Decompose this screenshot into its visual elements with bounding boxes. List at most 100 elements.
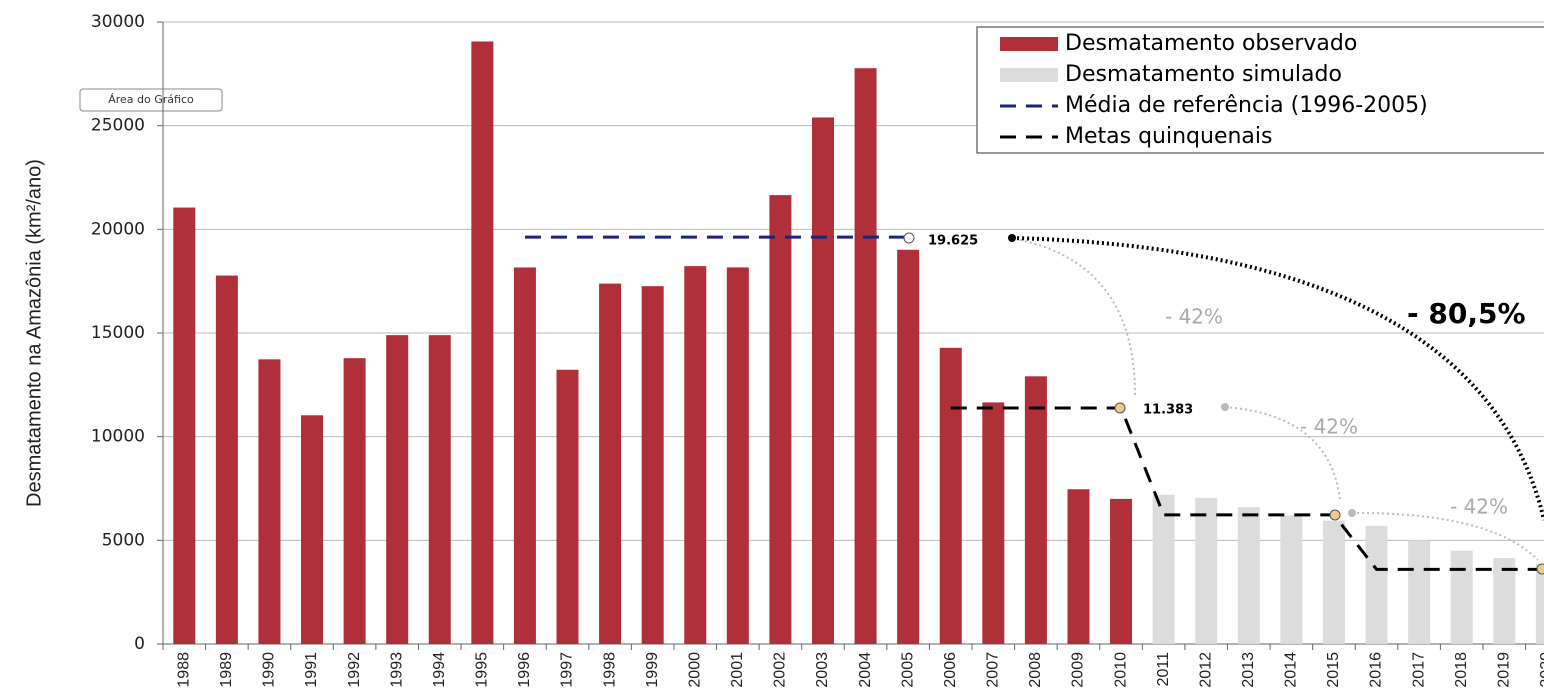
x-tick-label: 2005 xyxy=(899,652,916,688)
bar xyxy=(1450,550,1473,644)
annotation: - 42% xyxy=(1300,415,1358,439)
y-tick-label: 10000 xyxy=(91,427,145,447)
x-tick-label: 2011 xyxy=(1155,652,1172,687)
x-tick-label: 2020 xyxy=(1538,652,1544,688)
x-tick-label: 2016 xyxy=(1368,652,1385,688)
x-tick-label: 2019 xyxy=(1495,652,1512,688)
bar xyxy=(1365,525,1388,644)
legend-label: Desmatamento simulado xyxy=(1065,62,1342,87)
bar xyxy=(1280,515,1303,644)
x-tick-label: 2018 xyxy=(1453,652,1470,688)
annotation: - 42% xyxy=(1450,495,1508,519)
bar xyxy=(1408,540,1431,644)
bar xyxy=(939,347,962,644)
marker xyxy=(903,232,915,244)
bar xyxy=(386,335,409,644)
x-tick-label: 1993 xyxy=(388,652,405,688)
y-axis-label: Desmatamento na Amazônia (km²/ano) xyxy=(23,159,45,507)
bar xyxy=(599,283,622,644)
bar xyxy=(215,275,238,644)
bar xyxy=(1237,507,1260,644)
x-tick-label: 1991 xyxy=(303,652,320,688)
legend-swatch xyxy=(1000,37,1058,51)
x-tick-label: 1995 xyxy=(474,652,491,688)
legend-label: Média de referência (1996-2005) xyxy=(1065,93,1428,118)
x-tick-label: 2010 xyxy=(1112,652,1129,688)
bar xyxy=(684,266,707,644)
x-tick-label: 2017 xyxy=(1410,652,1427,688)
bar xyxy=(641,286,664,644)
marker xyxy=(1221,403,1229,411)
x-tick-label: 2003 xyxy=(814,652,831,688)
arrow xyxy=(1019,239,1136,396)
bar xyxy=(471,41,494,644)
bar xyxy=(513,267,536,644)
y-tick-label: 25000 xyxy=(91,116,145,136)
x-tick-label: 2004 xyxy=(857,652,874,688)
bar xyxy=(982,402,1005,644)
arrow xyxy=(1351,511,1539,561)
x-tick-label: 2008 xyxy=(1027,652,1044,688)
x-tick-label: 1999 xyxy=(644,652,661,688)
tooltip: Área do Gráfico xyxy=(108,93,194,106)
annotation: 11.383 xyxy=(1143,403,1193,418)
bar xyxy=(1110,498,1133,644)
bar xyxy=(258,359,281,644)
marker xyxy=(1329,509,1341,521)
bar xyxy=(854,68,877,645)
legend-swatch xyxy=(1000,68,1058,82)
bar xyxy=(301,415,324,644)
arrow xyxy=(1224,406,1341,501)
bar xyxy=(1195,497,1218,644)
marker xyxy=(1536,563,1544,575)
x-tick-label: 1998 xyxy=(601,652,618,688)
x-tick-label: 2000 xyxy=(686,652,703,688)
bar xyxy=(1067,489,1090,644)
x-tick-label: 2006 xyxy=(942,652,959,688)
bar xyxy=(769,195,792,644)
bar xyxy=(1535,564,1544,644)
arrow xyxy=(1011,236,1544,521)
x-tick-label: 2012 xyxy=(1197,652,1214,688)
x-tick-label: 1990 xyxy=(261,652,278,688)
line xyxy=(950,406,1544,571)
bar xyxy=(726,267,749,644)
annotation: - 42% xyxy=(1165,305,1223,329)
y-tick-label: 30000 xyxy=(91,12,145,32)
bar xyxy=(897,249,920,644)
marker xyxy=(1114,402,1126,414)
x-tick-label: 1994 xyxy=(431,652,448,688)
x-tick-label: 2013 xyxy=(1240,652,1257,688)
bar xyxy=(1493,557,1516,644)
marker xyxy=(1348,509,1356,517)
x-tick-label: 1989 xyxy=(218,652,235,688)
y-tick-label: 5000 xyxy=(102,530,145,550)
annotation: 19.625 xyxy=(928,234,978,249)
bar xyxy=(811,117,834,644)
y-tick-label: 15000 xyxy=(91,323,145,343)
bar xyxy=(1322,520,1345,644)
y-tick-label: 0 xyxy=(134,634,145,654)
x-tick-label: 1988 xyxy=(176,652,193,688)
tooltip-box xyxy=(79,88,223,112)
bar xyxy=(556,369,579,644)
bar xyxy=(428,335,451,644)
bar xyxy=(173,207,196,644)
legend-label: Desmatamento observado xyxy=(1065,31,1357,56)
legend-label: Metas quinquenais xyxy=(1065,124,1273,149)
y-tick-label: 20000 xyxy=(91,219,145,239)
x-tick-label: 2014 xyxy=(1283,652,1300,688)
annotation: - 80,5% xyxy=(1407,297,1526,330)
x-tick-label: 2015 xyxy=(1325,652,1342,688)
x-tick-label: 1996 xyxy=(516,652,533,688)
x-tick-label: 2001 xyxy=(729,652,746,688)
x-tick-label: 1992 xyxy=(346,652,363,688)
x-tick-label: 2007 xyxy=(985,652,1002,688)
marker xyxy=(1008,234,1016,242)
x-tick-label: 2009 xyxy=(1070,652,1087,688)
legend-box xyxy=(976,26,1544,154)
bar xyxy=(1152,494,1175,644)
plot: 0 5000 10000 15000 20000 25000 30000 1988 1989 19… xyxy=(91,12,1544,688)
